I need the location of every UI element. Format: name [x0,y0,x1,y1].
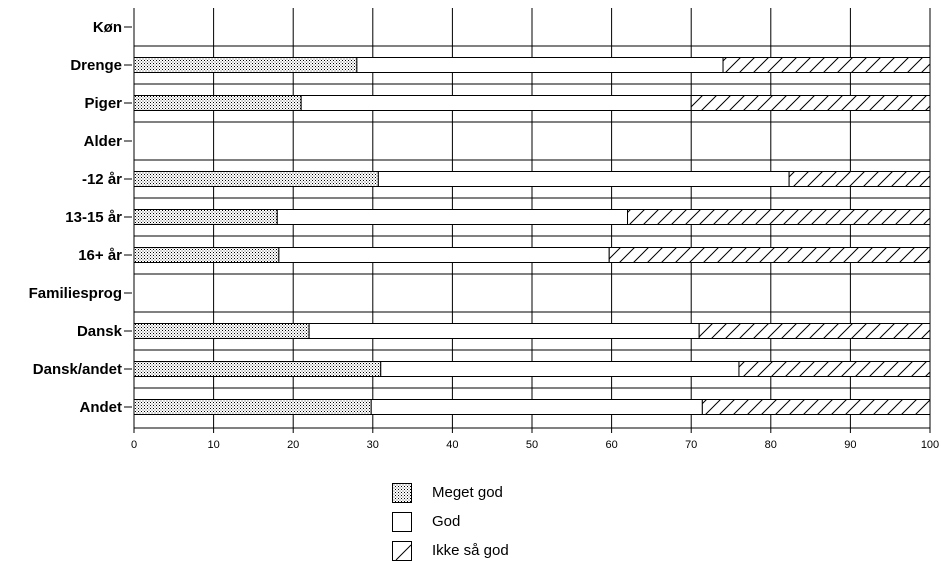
x-tick-label-100: 100 [921,439,939,451]
bar-segment-meget-god [133,399,372,415]
bar-segment-god [308,323,700,339]
bar-segment-ikke-s-god [698,323,931,339]
axis-layer [124,8,930,429]
category-label: -12 år [82,171,122,188]
legend: Meget god God Ikke så god [392,478,509,565]
legend-item-god: God [392,507,509,536]
bar-segment-meget-god [133,247,280,263]
category-label: Køn [93,19,122,36]
bar-segment-ikke-s-god [701,399,931,415]
x-tick-label-50: 50 [526,439,538,451]
category-label: Piger [84,95,122,112]
category-label: Alder [84,133,123,150]
bar-segment-god [276,209,629,225]
x-tick-label-20: 20 [287,439,299,451]
x-tick-label-10: 10 [207,439,219,451]
stacked-bar-chart: 0 10 20 30 40 50 60 70 80 90 100 Køn Drenge Piger Alde… [29,8,940,451]
legend-item-meget-god: Meget god [392,478,509,507]
x-tick-label-90: 90 [844,439,856,451]
bar-segment-ikke-s-god [738,361,931,377]
legend-label-god: God [432,513,461,530]
white-swatch-icon [392,511,412,532]
bar-segment-meget-god [133,209,278,225]
labels-layer: 0 10 20 30 40 50 60 70 80 90 100 Køn Drenge Piger Alde… [29,19,940,451]
dots-swatch-icon [392,482,412,503]
category-label: Andet [80,399,123,416]
bar-segment-god [278,247,610,263]
grid-layer [133,8,931,433]
bar-segment-god [300,95,692,111]
category-label: Dansk [77,323,123,340]
category-label: 13-15 år [65,209,122,226]
bar-segment-god [380,361,740,377]
x-tick-label-70: 70 [685,439,697,451]
bar-segment-meget-god [133,171,379,187]
bar-segment-god [377,171,790,187]
hatch-swatch-icon [392,540,412,561]
bar-segment-god [370,399,703,415]
bar-segment-ikke-s-god [788,171,931,187]
bar-segment-ikke-s-god [722,57,931,73]
x-tick-label-40: 40 [446,439,458,451]
category-label: 16+ år [78,247,122,264]
legend-item-ikke-saa-god: Ikke så god [392,536,509,565]
legend-label-meget-god: Meget god [432,484,503,501]
x-tick-label-60: 60 [605,439,617,451]
x-tick-label-80: 80 [765,439,777,451]
bar-segment-ikke-s-god [608,247,931,263]
bar-segment-ikke-s-god [690,95,931,111]
category-label: Familiesprog [29,285,122,302]
category-label: Dansk/andet [33,361,122,378]
category-label: Drenge [70,57,122,74]
bar-segment-meget-god [133,95,302,111]
bar-segment-god [356,57,724,73]
x-tick-label-30: 30 [367,439,379,451]
bar-segment-meget-god [133,361,382,377]
bar-segment-meget-god [133,323,310,339]
legend-label-ikke-saa-god: Ikke så god [432,542,509,559]
x-tick-label-0: 0 [131,439,137,451]
bar-segment-ikke-s-god [627,209,931,225]
bar-segment-meget-god [133,57,358,73]
